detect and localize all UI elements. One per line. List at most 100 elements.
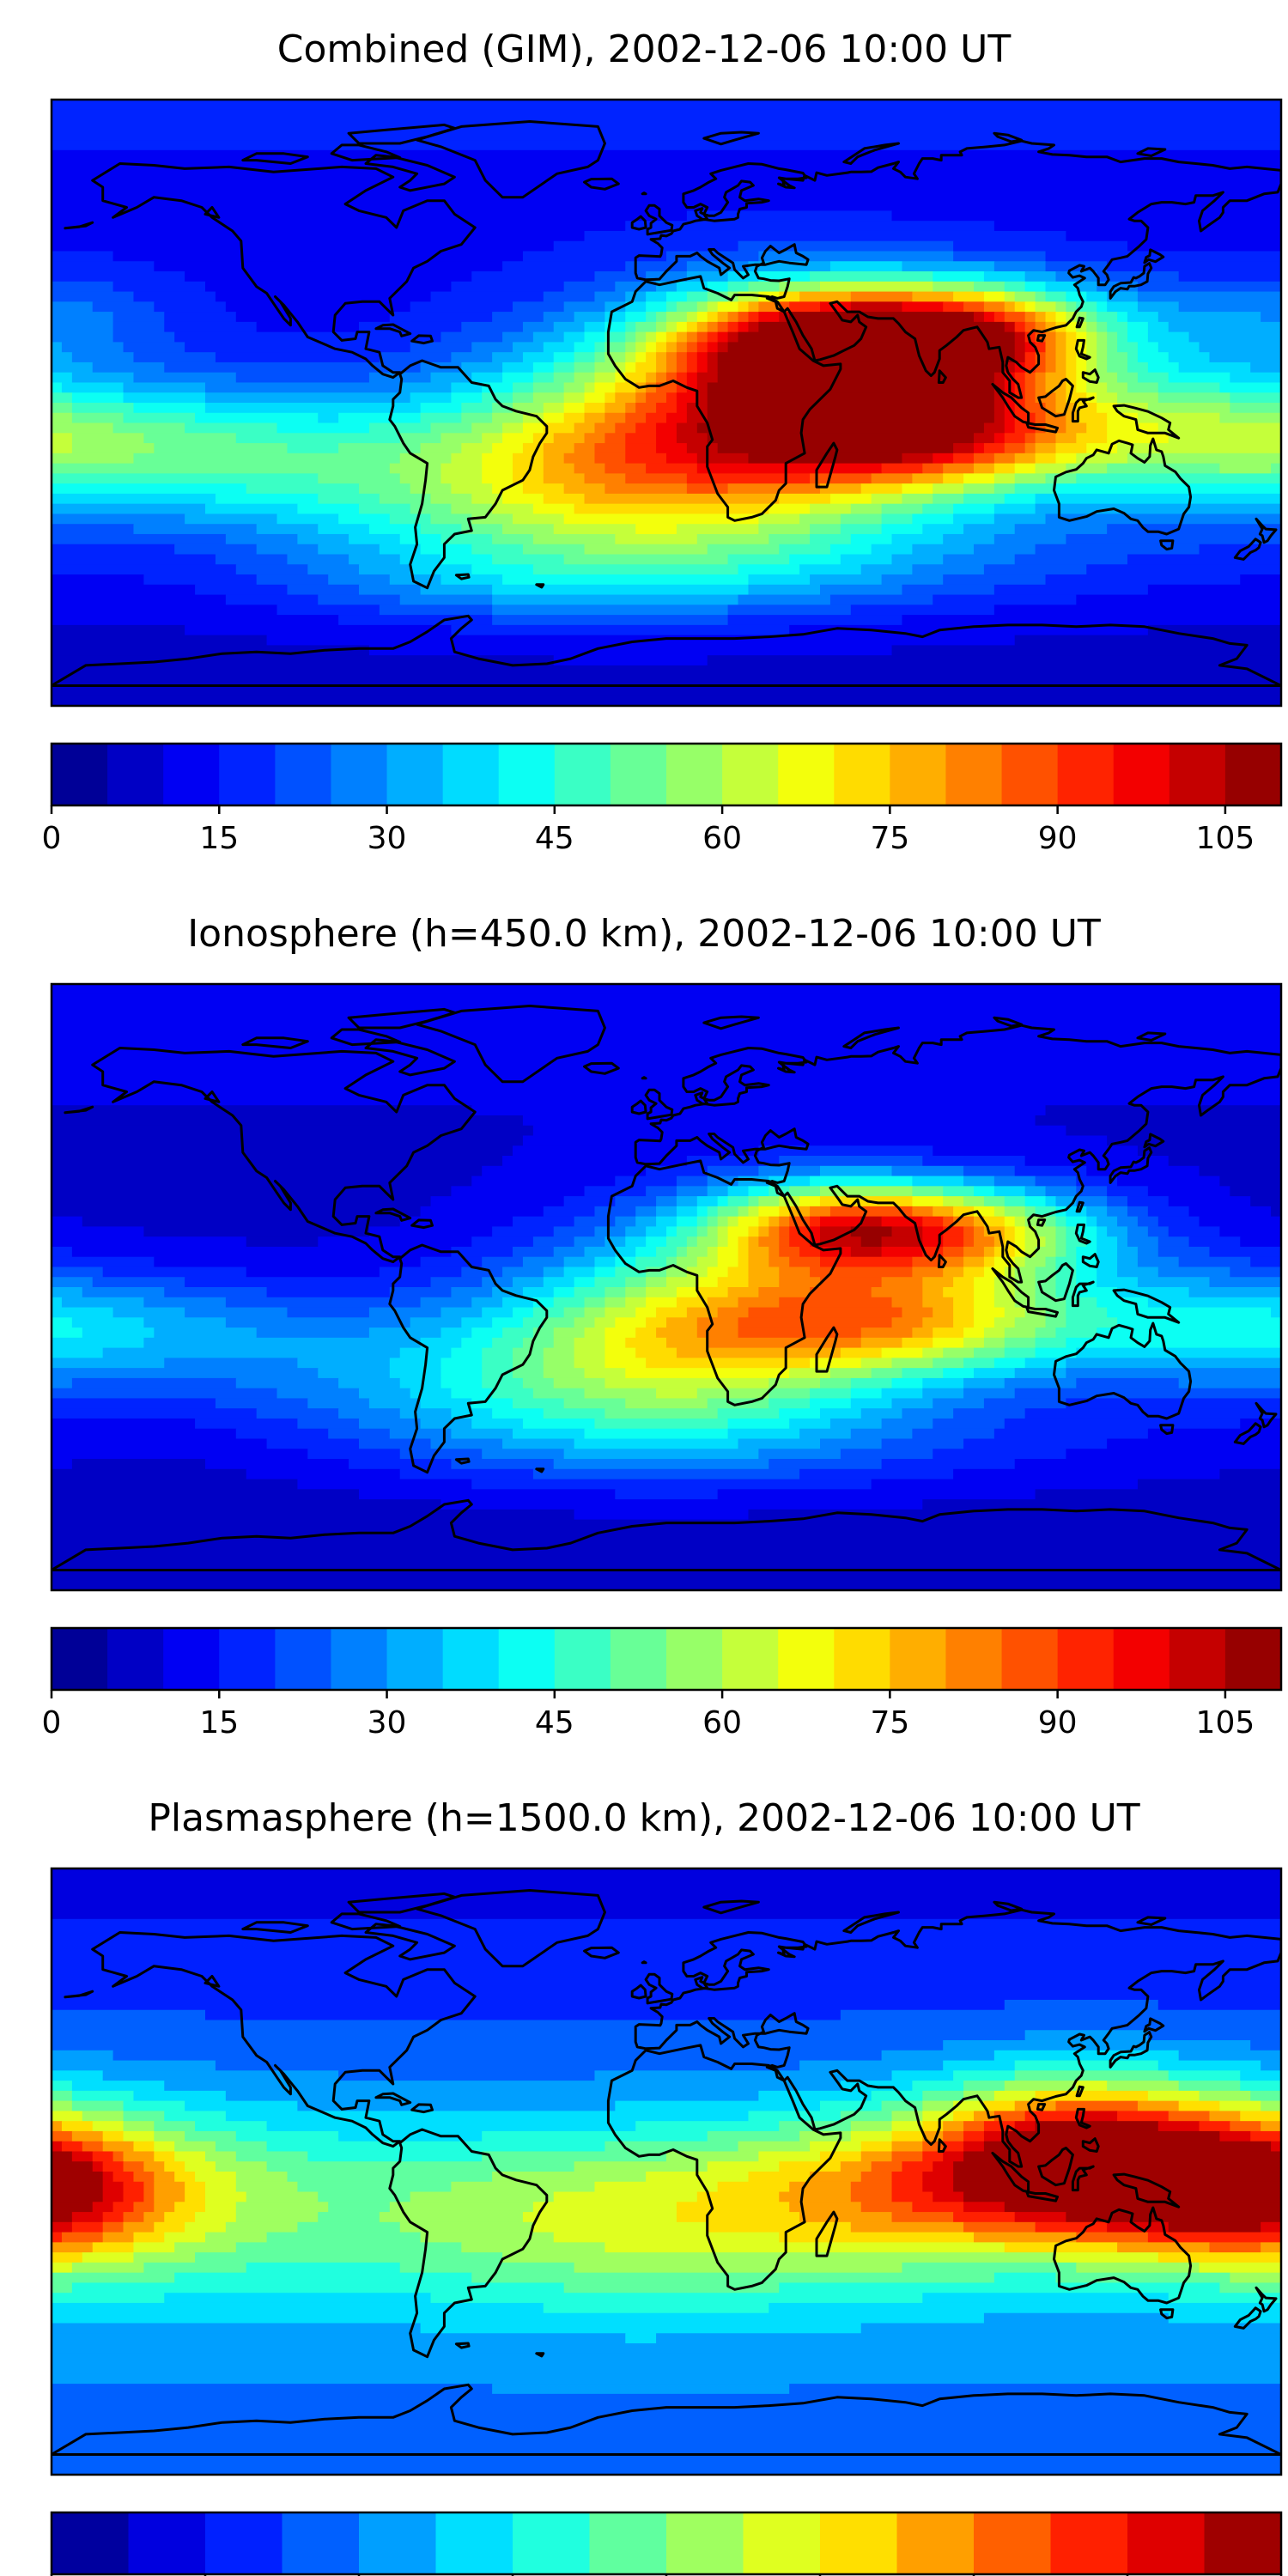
heatmap-cell	[963, 2221, 1036, 2233]
heatmap-cell	[1014, 1236, 1026, 1248]
heatmap-cell	[461, 1337, 493, 1349]
heatmap-cell	[256, 1408, 339, 1419]
heatmap-cell	[605, 342, 626, 353]
heatmap-cell	[1035, 1176, 1077, 1187]
heatmap-cell	[359, 503, 411, 515]
heatmap-cell	[154, 2141, 175, 2153]
heatmap-cell	[1035, 2121, 1159, 2132]
heatmap-cell	[338, 2070, 596, 2081]
heatmap-cell	[174, 2202, 206, 2213]
heatmap-cell	[748, 2111, 841, 2122]
heatmap-cell	[174, 2272, 472, 2284]
heatmap-cell	[717, 1256, 739, 1268]
coastline	[1053, 437, 1193, 536]
heatmap-cell	[727, 1418, 790, 1430]
heatmap-cell	[625, 403, 636, 414]
heatmap-cell	[758, 1206, 780, 1218]
heatmap-cell	[656, 312, 667, 323]
heatmap-cell	[1014, 301, 1026, 313]
heatmap-cell	[676, 422, 698, 434]
heatmap-cell	[1127, 1226, 1149, 1237]
heatmap-cell	[461, 361, 503, 374]
heatmap-cell	[1004, 1226, 1016, 1237]
heatmap-cell	[553, 1246, 586, 1258]
heatmap-cell	[1045, 1256, 1057, 1268]
coastline	[1074, 2107, 1091, 2129]
heatmap-cell	[102, 2212, 125, 2223]
colorbar-segment	[834, 1628, 890, 1690]
heatmap-cell	[1004, 2081, 1077, 2092]
heatmap-cell	[1230, 1186, 1281, 1197]
heatmap-cell	[1261, 2060, 1281, 2071]
heatmap-cell	[52, 1156, 503, 1167]
heatmap-cell	[205, 1459, 349, 1470]
heatmap-cell	[707, 1337, 862, 1349]
heatmap-cell	[471, 1236, 534, 1248]
heatmap-cell	[676, 1176, 708, 1187]
map-frame	[50, 98, 1283, 708]
heatmap-cell	[963, 1438, 1108, 1449]
heatmap-cell	[399, 1408, 452, 1419]
heatmap-cell	[963, 1337, 985, 1349]
heatmap-cell	[52, 392, 73, 404]
heatmap-cell	[235, 2172, 289, 2183]
heatmap-cell	[943, 1236, 964, 1248]
heatmap-cell	[1250, 1196, 1281, 1207]
colorbar: 0 15 30 45 60 75 90 105	[42, 1626, 1283, 1741]
heatmap-cell	[635, 1347, 677, 1358]
heatmap-cell	[993, 533, 1066, 545]
heatmap-cell	[574, 503, 769, 515]
heatmap-cell	[71, 2262, 144, 2274]
heatmap-cell	[1076, 2232, 1149, 2243]
heatmap-cell	[1004, 301, 1016, 313]
heatmap-cell	[532, 1125, 1066, 1137]
heatmap-cell	[769, 2302, 1281, 2314]
heatmap-cell	[748, 1307, 903, 1318]
heatmap-cell	[543, 422, 575, 434]
heatmap-cell	[522, 1317, 544, 1328]
heatmap-cell	[574, 1509, 750, 1521]
heatmap-cell	[1271, 1206, 1281, 1218]
heatmap-cell	[594, 291, 626, 302]
coastline	[454, 2342, 471, 2349]
heatmap-cell	[1066, 352, 1077, 363]
heatmap-cell	[52, 210, 688, 222]
heatmap-cell	[482, 1377, 524, 1389]
heatmap-cell	[993, 221, 1281, 232]
heatmap-cell	[246, 2191, 319, 2202]
colorbar-segment	[554, 1628, 611, 1690]
heatmap-cell	[1024, 1256, 1047, 1268]
coastline	[1109, 1146, 1153, 1184]
heatmap-cell	[605, 331, 626, 343]
heatmap-cell	[195, 2121, 268, 2132]
coastline	[937, 2138, 947, 2153]
coastline	[1081, 368, 1100, 384]
heatmap-cell	[635, 321, 657, 333]
heatmap-cell	[974, 312, 985, 323]
heatmap-cell	[902, 261, 995, 272]
heatmap-cell	[881, 2100, 923, 2111]
heatmap-cell	[52, 2100, 73, 2111]
heatmap-cell	[1157, 1216, 1200, 1227]
heatmap-cell	[52, 1449, 308, 1460]
heatmap-cell	[399, 2262, 575, 2274]
heatmap-cell	[635, 352, 647, 363]
heatmap-cell	[625, 1226, 647, 1237]
heatmap-cell	[993, 1246, 1016, 1258]
heatmap-cell	[246, 1468, 401, 1480]
heatmap-cell	[532, 533, 616, 545]
heatmap-cell	[933, 483, 964, 495]
heatmap-cell	[297, 2221, 401, 2233]
coastline	[1233, 2306, 1262, 2330]
heatmap-cell	[1035, 1337, 1066, 1349]
heatmap-cell	[594, 422, 616, 434]
heatmap-cell	[594, 372, 616, 384]
heatmap-cell	[1066, 1368, 1281, 1379]
heatmap-cell	[1261, 312, 1281, 323]
heatmap-cell	[52, 1246, 73, 1258]
heatmap-cell	[779, 1206, 790, 1218]
heatmap-cell	[666, 321, 677, 333]
heatmap-cell	[696, 321, 708, 333]
coastline	[842, 142, 900, 165]
heatmap-cell	[399, 533, 442, 545]
